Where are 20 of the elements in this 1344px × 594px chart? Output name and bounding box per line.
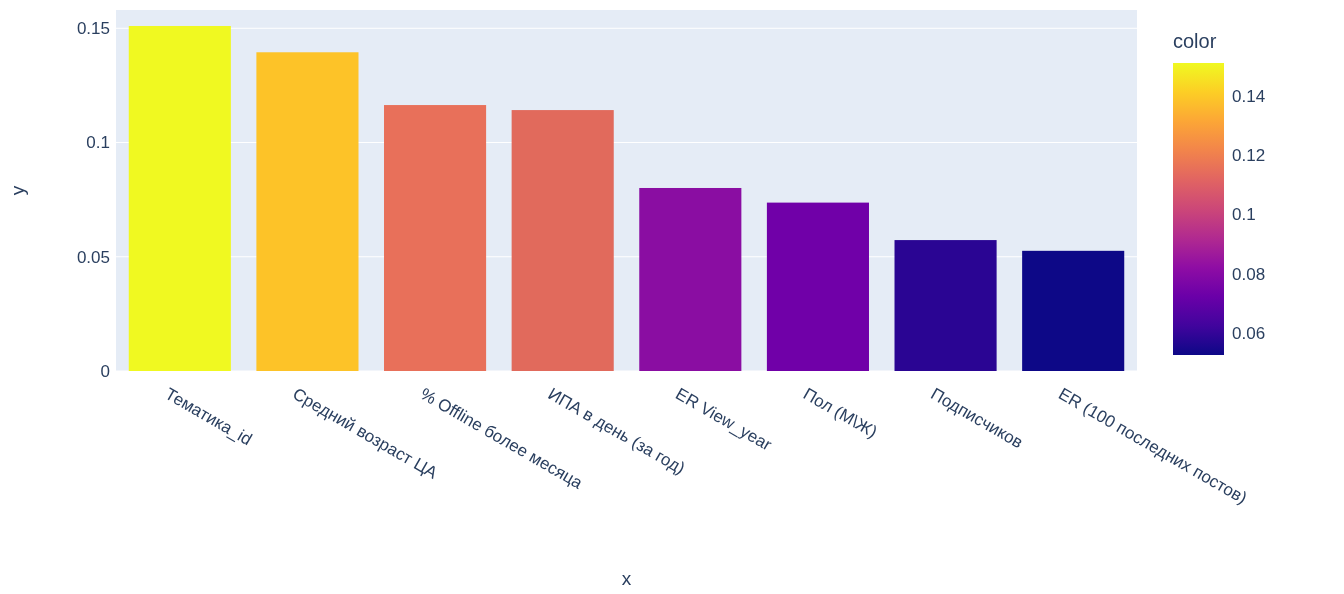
y-tick-label: 0.15: [76, 19, 110, 39]
color-bar-label: 0.06: [1232, 323, 1266, 343]
bar: [766, 202, 869, 371]
bar: [511, 110, 614, 371]
color-bar-label: 0.08: [1232, 264, 1266, 284]
y-axis-title: y: [7, 185, 28, 196]
y-tick-label: 0.05: [76, 247, 110, 267]
bar: [128, 25, 231, 371]
color-bar-label: 0.12: [1232, 145, 1266, 165]
bar: [384, 105, 487, 371]
bar: [1022, 250, 1125, 371]
bar: [639, 187, 742, 371]
bar: [894, 240, 997, 371]
y-tick-label: 0.1: [86, 133, 110, 153]
color-bar-label: 0.14: [1232, 86, 1266, 106]
y-tick-label: 0: [100, 361, 110, 381]
color-bar-title: color: [1173, 30, 1217, 52]
bar: [256, 52, 359, 371]
x-axis-title: x: [621, 568, 632, 589]
color-bar-label: 0.1: [1232, 205, 1256, 225]
